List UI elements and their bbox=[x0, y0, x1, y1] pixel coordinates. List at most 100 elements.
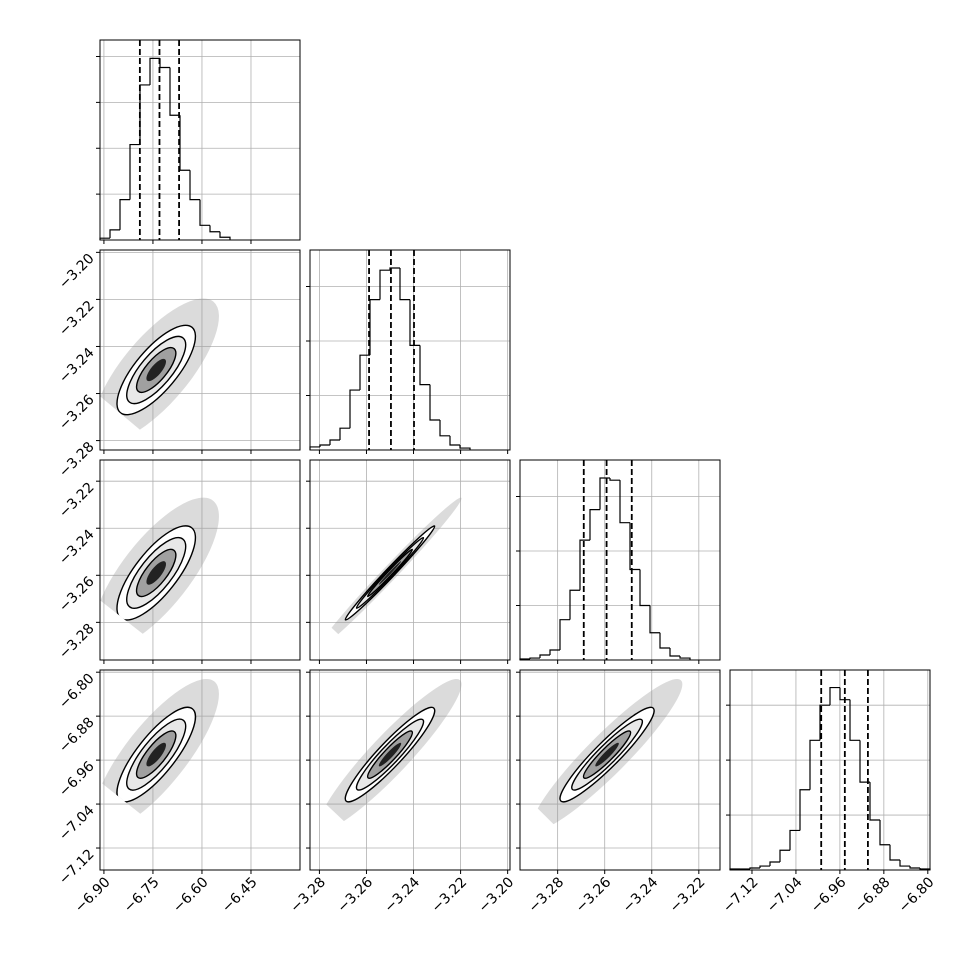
y-tick-label: −7.12 bbox=[56, 846, 98, 888]
histogram-step bbox=[589, 508, 600, 541]
histogram-step bbox=[569, 589, 580, 620]
x-tick-label: −3.24 bbox=[620, 874, 662, 916]
histogram-step bbox=[439, 420, 450, 437]
x-tick-label: −6.75 bbox=[121, 874, 163, 916]
y-tick-label: −6.96 bbox=[56, 758, 98, 800]
y-tick-label: −3.26 bbox=[56, 392, 98, 434]
panel-frame bbox=[309, 669, 511, 871]
histogram-step bbox=[659, 632, 670, 649]
histogram-step bbox=[809, 739, 820, 790]
histogram-step bbox=[629, 522, 640, 571]
x-tick-label: −3.22 bbox=[667, 874, 709, 916]
histogram-step bbox=[889, 844, 900, 861]
x-tick-label: −7.12 bbox=[720, 874, 762, 916]
x-tick-label: −7.04 bbox=[764, 874, 806, 916]
histogram-step bbox=[219, 231, 231, 240]
panel-frame bbox=[309, 459, 511, 661]
x-tick-label: −6.80 bbox=[896, 874, 938, 916]
histogram-step bbox=[209, 225, 220, 233]
histogram-step bbox=[149, 57, 160, 85]
histogram-step bbox=[829, 686, 840, 706]
histogram-step bbox=[819, 704, 830, 741]
histogram-step bbox=[159, 58, 170, 69]
histogram-step bbox=[459, 444, 471, 450]
y-tick-label: −3.26 bbox=[56, 574, 98, 616]
histogram-step bbox=[389, 267, 400, 271]
histogram-step bbox=[799, 789, 810, 831]
histogram-step bbox=[349, 389, 360, 429]
x-tick-label: −6.60 bbox=[170, 874, 212, 916]
y-tick-label: −3.28 bbox=[56, 439, 98, 481]
histogram-step bbox=[759, 865, 770, 869]
histogram-step bbox=[559, 619, 570, 650]
histogram-step bbox=[579, 539, 590, 591]
histogram-step bbox=[129, 143, 140, 200]
y-tick-label: −7.04 bbox=[56, 802, 98, 844]
histogram-step bbox=[789, 829, 800, 851]
panel-frame bbox=[729, 669, 931, 871]
histogram-step bbox=[429, 384, 440, 421]
y-tick-label: −3.22 bbox=[56, 298, 98, 340]
histogram-step bbox=[609, 477, 620, 481]
histogram-step bbox=[199, 199, 210, 226]
histogram-step bbox=[359, 354, 370, 391]
panel-frame bbox=[99, 249, 301, 451]
x-tick-label: −3.24 bbox=[382, 874, 424, 916]
x-tick-label: −6.96 bbox=[808, 874, 850, 916]
panel-frame bbox=[519, 459, 721, 661]
histogram-step bbox=[109, 229, 120, 239]
histogram-step bbox=[399, 267, 410, 301]
histogram-step bbox=[649, 605, 660, 634]
density-contour bbox=[146, 742, 167, 767]
y-tick-label: −3.20 bbox=[56, 251, 98, 293]
x-tick-label: −3.28 bbox=[526, 874, 568, 916]
x-tick-label: −3.26 bbox=[334, 874, 376, 916]
histogram-step bbox=[319, 444, 330, 447]
panel-frame bbox=[309, 249, 511, 451]
density-contour bbox=[378, 561, 402, 585]
histogram-step bbox=[449, 435, 460, 446]
histogram-step bbox=[409, 299, 420, 346]
histogram-step bbox=[769, 861, 780, 867]
y-tick-label: −3.24 bbox=[56, 345, 98, 387]
histogram-step bbox=[539, 654, 550, 659]
histogram-step bbox=[169, 67, 180, 116]
histogram-step bbox=[839, 687, 850, 701]
density-contour bbox=[146, 561, 167, 585]
histogram-step bbox=[369, 298, 380, 356]
density-contour bbox=[378, 742, 402, 767]
histogram-step bbox=[749, 867, 760, 870]
y-tick-label: −3.28 bbox=[56, 621, 98, 663]
histogram-step bbox=[599, 477, 610, 510]
x-tick-label: −6.88 bbox=[852, 874, 894, 916]
x-tick-label: −3.26 bbox=[573, 874, 615, 916]
histogram-step bbox=[139, 84, 150, 145]
panel-frame bbox=[99, 669, 301, 871]
histogram-step bbox=[679, 655, 691, 660]
panel-frame bbox=[519, 669, 721, 871]
histogram-step bbox=[339, 427, 350, 440]
histogram-step bbox=[909, 866, 920, 869]
density-contour bbox=[595, 742, 619, 767]
histogram-step bbox=[899, 860, 910, 867]
histogram-step bbox=[119, 199, 130, 230]
y-tick-label: −3.24 bbox=[56, 527, 98, 569]
histogram-step bbox=[639, 569, 650, 607]
histogram-step bbox=[549, 649, 560, 655]
x-tick-label: −3.28 bbox=[287, 874, 329, 916]
histogram-step bbox=[869, 782, 880, 821]
histogram-step bbox=[619, 480, 630, 524]
x-tick-label: −3.22 bbox=[429, 874, 471, 916]
histogram-step bbox=[419, 345, 430, 386]
histogram-step bbox=[329, 439, 340, 445]
y-tick-label: −3.22 bbox=[56, 480, 98, 522]
panel-frame bbox=[99, 39, 301, 241]
histogram-step bbox=[379, 269, 390, 300]
histogram-step bbox=[669, 648, 680, 657]
histogram-step bbox=[879, 820, 890, 846]
x-tick-label: −3.20 bbox=[476, 874, 518, 916]
histogram-step bbox=[179, 115, 190, 171]
histogram-step bbox=[189, 170, 200, 201]
histogram-step bbox=[529, 657, 540, 660]
